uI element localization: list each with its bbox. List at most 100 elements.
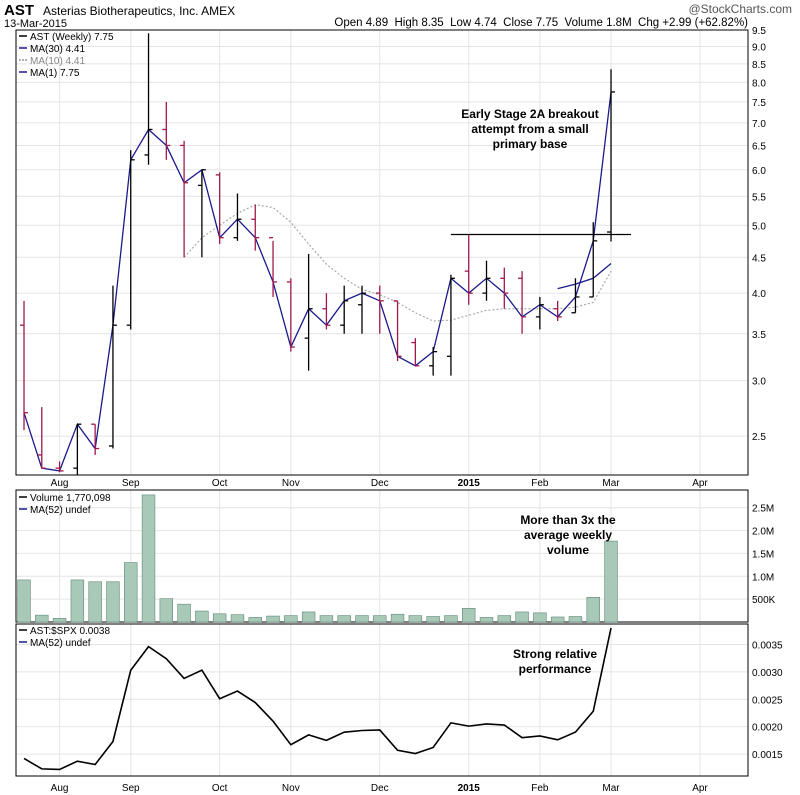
rs-annotation: Strong relative [513, 647, 597, 661]
volume-bar[interactable] [124, 562, 138, 623]
rs-x-tick-label: Apr [692, 783, 708, 794]
ohlc-bar[interactable] [393, 300, 402, 362]
rs-panel-frame [15, 623, 749, 777]
volume-bar[interactable] [479, 617, 494, 623]
volume-bar[interactable] [497, 615, 512, 623]
volume-bar[interactable] [301, 611, 316, 623]
ohlc-bar[interactable] [20, 300, 29, 431]
volume-y-tick-label: 500K [752, 595, 776, 606]
volume-legend-label: Volume 1,770,098 [30, 493, 111, 504]
price-x-tick-label: Oct [212, 478, 228, 489]
ohlc-bar[interactable] [91, 423, 100, 455]
volume-bar[interactable] [70, 579, 85, 623]
header-ticker: AST [4, 2, 34, 19]
rs-x-tick-label: Dec [371, 783, 389, 794]
ohlc-bar[interactable] [180, 140, 189, 258]
header-date: 13-Mar-2015 [4, 18, 67, 30]
volume-bar[interactable] [604, 540, 618, 623]
ohlc-bar[interactable] [215, 172, 224, 245]
rs-y-tick-label: 0.0025 [752, 695, 783, 706]
volume-bar[interactable] [248, 617, 262, 623]
ohlc-bar[interactable] [197, 169, 206, 258]
ohlc-bar[interactable] [571, 278, 580, 314]
ohlc-bar[interactable] [251, 204, 260, 251]
ohlc-bar[interactable] [589, 222, 598, 298]
price-y-tick-label: 6.0 [752, 166, 766, 177]
ohlc-bar[interactable] [108, 285, 117, 449]
price-y-tick-label: 3.0 [752, 377, 766, 388]
volume-bar[interactable] [159, 598, 174, 623]
ohlc-bar[interactable] [607, 69, 616, 242]
volume-bar[interactable] [177, 603, 191, 623]
volume-bar[interactable] [568, 616, 583, 623]
ohlc-bar[interactable] [553, 300, 562, 321]
price-panel-frame [15, 29, 749, 476]
volume-bar[interactable] [266, 615, 280, 623]
ohlc-bar[interactable] [429, 347, 438, 376]
ohlc-bar[interactable] [162, 101, 171, 160]
ohlc-bar[interactable] [304, 253, 313, 371]
ohlc-bar[interactable] [340, 285, 349, 334]
rs-y-tick-label: 0.0035 [752, 640, 783, 651]
rs-legend-label: MA(52) undef [30, 638, 91, 649]
volume-bar[interactable] [230, 614, 245, 623]
volume-y-tick-label: 2.0M [752, 527, 774, 538]
price-y-tick-label: 5.0 [752, 221, 766, 232]
ohlc-bar[interactable] [144, 33, 153, 165]
volume-bar[interactable] [355, 615, 369, 623]
volume-annotation: average weekly [524, 528, 612, 542]
volume-bar[interactable] [373, 615, 387, 623]
brand-watermark[interactable]: @StockCharts.com [688, 2, 792, 16]
price-x-tick-label: Apr [692, 478, 708, 489]
price-y-tick-label: 2.5 [752, 432, 766, 443]
ohlc-bar[interactable] [518, 271, 527, 334]
price-legend-label: MA(10) 4.41 [30, 56, 85, 67]
ohlc-bar[interactable] [446, 274, 455, 376]
volume-bar[interactable] [212, 613, 227, 623]
ohlc-bar[interactable] [482, 260, 491, 301]
price-y-tick-label: 7.5 [752, 98, 766, 109]
ohlc-bar[interactable] [286, 278, 295, 352]
ma30-line [557, 262, 612, 290]
volume-bar[interactable] [35, 614, 49, 623]
price-y-tick-label: 8.5 [752, 60, 766, 71]
breakout-annotation: Early Stage 2A breakout [461, 107, 599, 121]
volume-bar[interactable] [284, 615, 298, 623]
rs-x-tick-label: Feb [531, 783, 549, 794]
volume-bar[interactable] [141, 494, 156, 623]
volume-bar[interactable] [17, 579, 31, 623]
volume-bar[interactable] [319, 615, 334, 623]
volume-bar[interactable] [533, 612, 547, 623]
ohlc-bar[interactable] [375, 285, 384, 334]
ohlc-bar[interactable] [55, 461, 64, 473]
ohlc-bar[interactable] [322, 293, 331, 330]
volume-bar[interactable] [444, 615, 458, 623]
ohlc-bar[interactable] [357, 285, 366, 334]
volume-bar[interactable] [426, 616, 440, 623]
volume-bar[interactable] [88, 581, 102, 623]
ohlc-bar[interactable] [233, 193, 242, 241]
header-company-name: Asterias Biotherapeutics, Inc. AMEX [43, 4, 235, 18]
ohlc-bar[interactable] [535, 296, 544, 330]
ohlc-bar[interactable] [411, 338, 420, 367]
ohlc-bar[interactable] [126, 150, 135, 330]
ohlc-bar[interactable] [464, 234, 473, 305]
ohlc-bar[interactable] [500, 267, 509, 309]
volume-bar[interactable] [52, 618, 67, 623]
volume-y-tick-label: 2.5M [752, 504, 774, 515]
volume-bar[interactable] [586, 597, 600, 623]
ohlc-bar[interactable] [73, 423, 82, 475]
volume-bar[interactable] [515, 611, 529, 623]
volume-bar[interactable] [550, 616, 565, 623]
rs-x-tick-label: Sep [122, 783, 140, 794]
ohlc-bar[interactable] [269, 237, 278, 297]
ohlc-bar[interactable] [37, 407, 46, 469]
volume-bar[interactable] [390, 613, 405, 623]
volume-bar[interactable] [408, 615, 423, 623]
volume-bar[interactable] [195, 610, 209, 623]
volume-y-tick-label: 1.0M [752, 572, 774, 583]
volume-bar[interactable] [106, 581, 120, 623]
volume-bar[interactable] [462, 607, 476, 623]
volume-bar[interactable] [337, 615, 351, 623]
